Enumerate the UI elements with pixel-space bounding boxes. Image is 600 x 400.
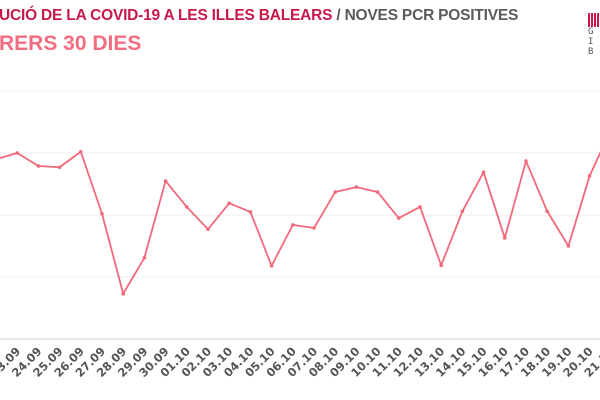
series-line — [0, 150, 600, 295]
logo-stripes-icon — [588, 13, 600, 27]
data-point — [248, 210, 253, 214]
data-point — [163, 179, 168, 183]
data-point — [545, 209, 549, 214]
chart-title: UCIÓ DE LA COVID-19 A LES ILLES BALEARS … — [0, 7, 518, 25]
data-point — [79, 149, 83, 154]
data-point — [121, 291, 125, 296]
data-point — [418, 205, 422, 209]
govern-logo: G I B — [588, 13, 600, 57]
data-point — [503, 236, 507, 240]
data-point — [375, 190, 380, 194]
title-main: UCIÓ DE LA COVID-19 A LES ILLES BALEARS — [0, 7, 333, 24]
chart-subtitle: RERS 30 DIES — [0, 32, 142, 55]
data-point — [185, 205, 189, 209]
data-point — [142, 255, 147, 260]
data-point — [57, 165, 62, 170]
data-point — [100, 211, 104, 216]
logo-letter: G — [588, 27, 594, 37]
data-point — [354, 185, 359, 189]
data-point — [524, 159, 528, 163]
data-point — [397, 216, 401, 220]
logo-letter: I — [588, 37, 594, 47]
data-point — [206, 227, 210, 232]
data-point — [587, 174, 592, 178]
data-point — [439, 263, 444, 268]
data-point — [460, 209, 465, 214]
data-point — [269, 264, 274, 268]
data-point — [227, 201, 231, 206]
data-point — [312, 226, 316, 230]
title-sub: NOVES PCR POSITIVES — [344, 7, 519, 24]
data-point — [291, 223, 295, 227]
data-point — [481, 170, 486, 175]
logo-letter: B — [588, 47, 594, 57]
data-point — [15, 151, 19, 155]
data-point — [333, 190, 338, 194]
title-separator: / — [332, 7, 345, 24]
data-point — [566, 244, 571, 248]
data-point — [36, 164, 41, 168]
